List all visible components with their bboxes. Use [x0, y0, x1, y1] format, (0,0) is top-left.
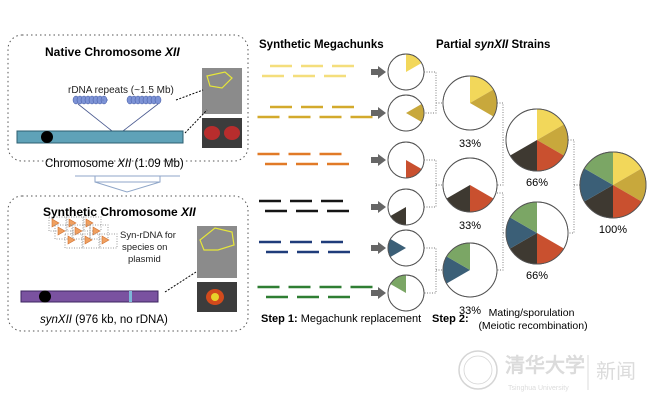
medium-strain-pie: 33% [442, 75, 498, 150]
percent-label: 66% [526, 270, 548, 282]
small-strain-pie [387, 229, 425, 267]
megachunk-row [259, 240, 386, 254]
arrow-right-icon [371, 242, 386, 254]
medium-strain-pie: 33% [442, 157, 498, 232]
strains-title: Partial synXII Strains [436, 39, 550, 51]
rdna-repeats-icon [72, 95, 162, 105]
synthetic-chromosome-label: synXII (976 kb, no rDNA) [40, 314, 168, 326]
down-arrow-icon [75, 175, 180, 193]
merge-connector [497, 192, 506, 271]
microscopy-image-native [202, 68, 242, 114]
megachunk-row [262, 64, 386, 78]
small-strain-pie [387, 53, 425, 91]
synthetic-panel-title: Synthetic Chromosome XII [43, 205, 196, 219]
native-chromosome-bar [16, 130, 184, 144]
small-strain-pie [387, 94, 425, 132]
merge-connector [424, 71, 443, 114]
plasmid-label: Syn-rDNA for species on plasmid [120, 230, 179, 265]
step2-label: Step 2: [432, 313, 469, 325]
pie-segment [505, 217, 537, 249]
small-strain-pie [387, 188, 425, 226]
syn-rdna-plasmids-icon [48, 216, 118, 249]
megachunk-row [259, 199, 386, 213]
microscopy-image-synthetic [197, 226, 237, 278]
synthetic-chromosome-bar [20, 290, 159, 303]
native-chromosome-label: Chromosome XII (1.09 Mb) [45, 158, 184, 170]
synthetic-panel-border [7, 195, 249, 332]
percent-label: 100% [599, 224, 627, 236]
arrow-right-icon [371, 287, 386, 299]
medium-strain-pie: 33% [442, 242, 498, 317]
final-strain-pie: 100% [579, 151, 647, 236]
pie-segment [613, 168, 647, 202]
arrow-right-icon [371, 201, 386, 213]
merge-connector [568, 139, 580, 234]
arrow-right-icon [371, 107, 386, 119]
merge-connector [424, 247, 443, 294]
large-strain-pie: 66% [505, 201, 569, 282]
tsinghua-watermark-logo: 清华大学 Tsinghua University 新闻 [458, 350, 636, 392]
svg-text:新闻: 新闻 [596, 360, 636, 383]
step1-label: Step 1: Megachunk replacement [261, 313, 421, 325]
arrow-right-icon [371, 154, 386, 166]
step2-description: Mating/sporulation (Meiotic recombinatio… [478, 307, 587, 332]
native-panel-border [7, 34, 249, 162]
pie-segment [406, 104, 424, 122]
native-panel-title: Native Chromosome XII [45, 45, 180, 59]
pie-segment [442, 256, 470, 284]
pie-segment [470, 89, 497, 117]
megachunks-title: Synthetic Megachunks [259, 39, 384, 51]
merge-connector [497, 102, 506, 186]
svg-text:Tsinghua University: Tsinghua University [508, 385, 569, 392]
percent-label: 66% [526, 177, 548, 189]
pie-segment [537, 124, 569, 156]
rdna-label: rDNA repeats (~1.5 Mb) [68, 85, 174, 96]
megachunk-row [257, 105, 386, 119]
merge-connector [424, 159, 443, 208]
small-strain-pie [387, 274, 425, 312]
small-strain-pie [387, 141, 425, 179]
percent-label: 33% [459, 305, 481, 317]
percent-label: 33% [459, 138, 481, 150]
arrow-right-icon [371, 66, 386, 78]
pie-segment [387, 239, 406, 257]
svg-text:清华大学: 清华大学 [505, 353, 585, 377]
megachunk-row [257, 152, 386, 166]
megachunk-row [257, 285, 386, 299]
pie-segment [580, 168, 613, 202]
centromere-icon [41, 131, 53, 143]
centromere-icon [39, 290, 51, 303]
percent-label: 33% [459, 220, 481, 232]
large-strain-pie: 66% [505, 108, 569, 189]
